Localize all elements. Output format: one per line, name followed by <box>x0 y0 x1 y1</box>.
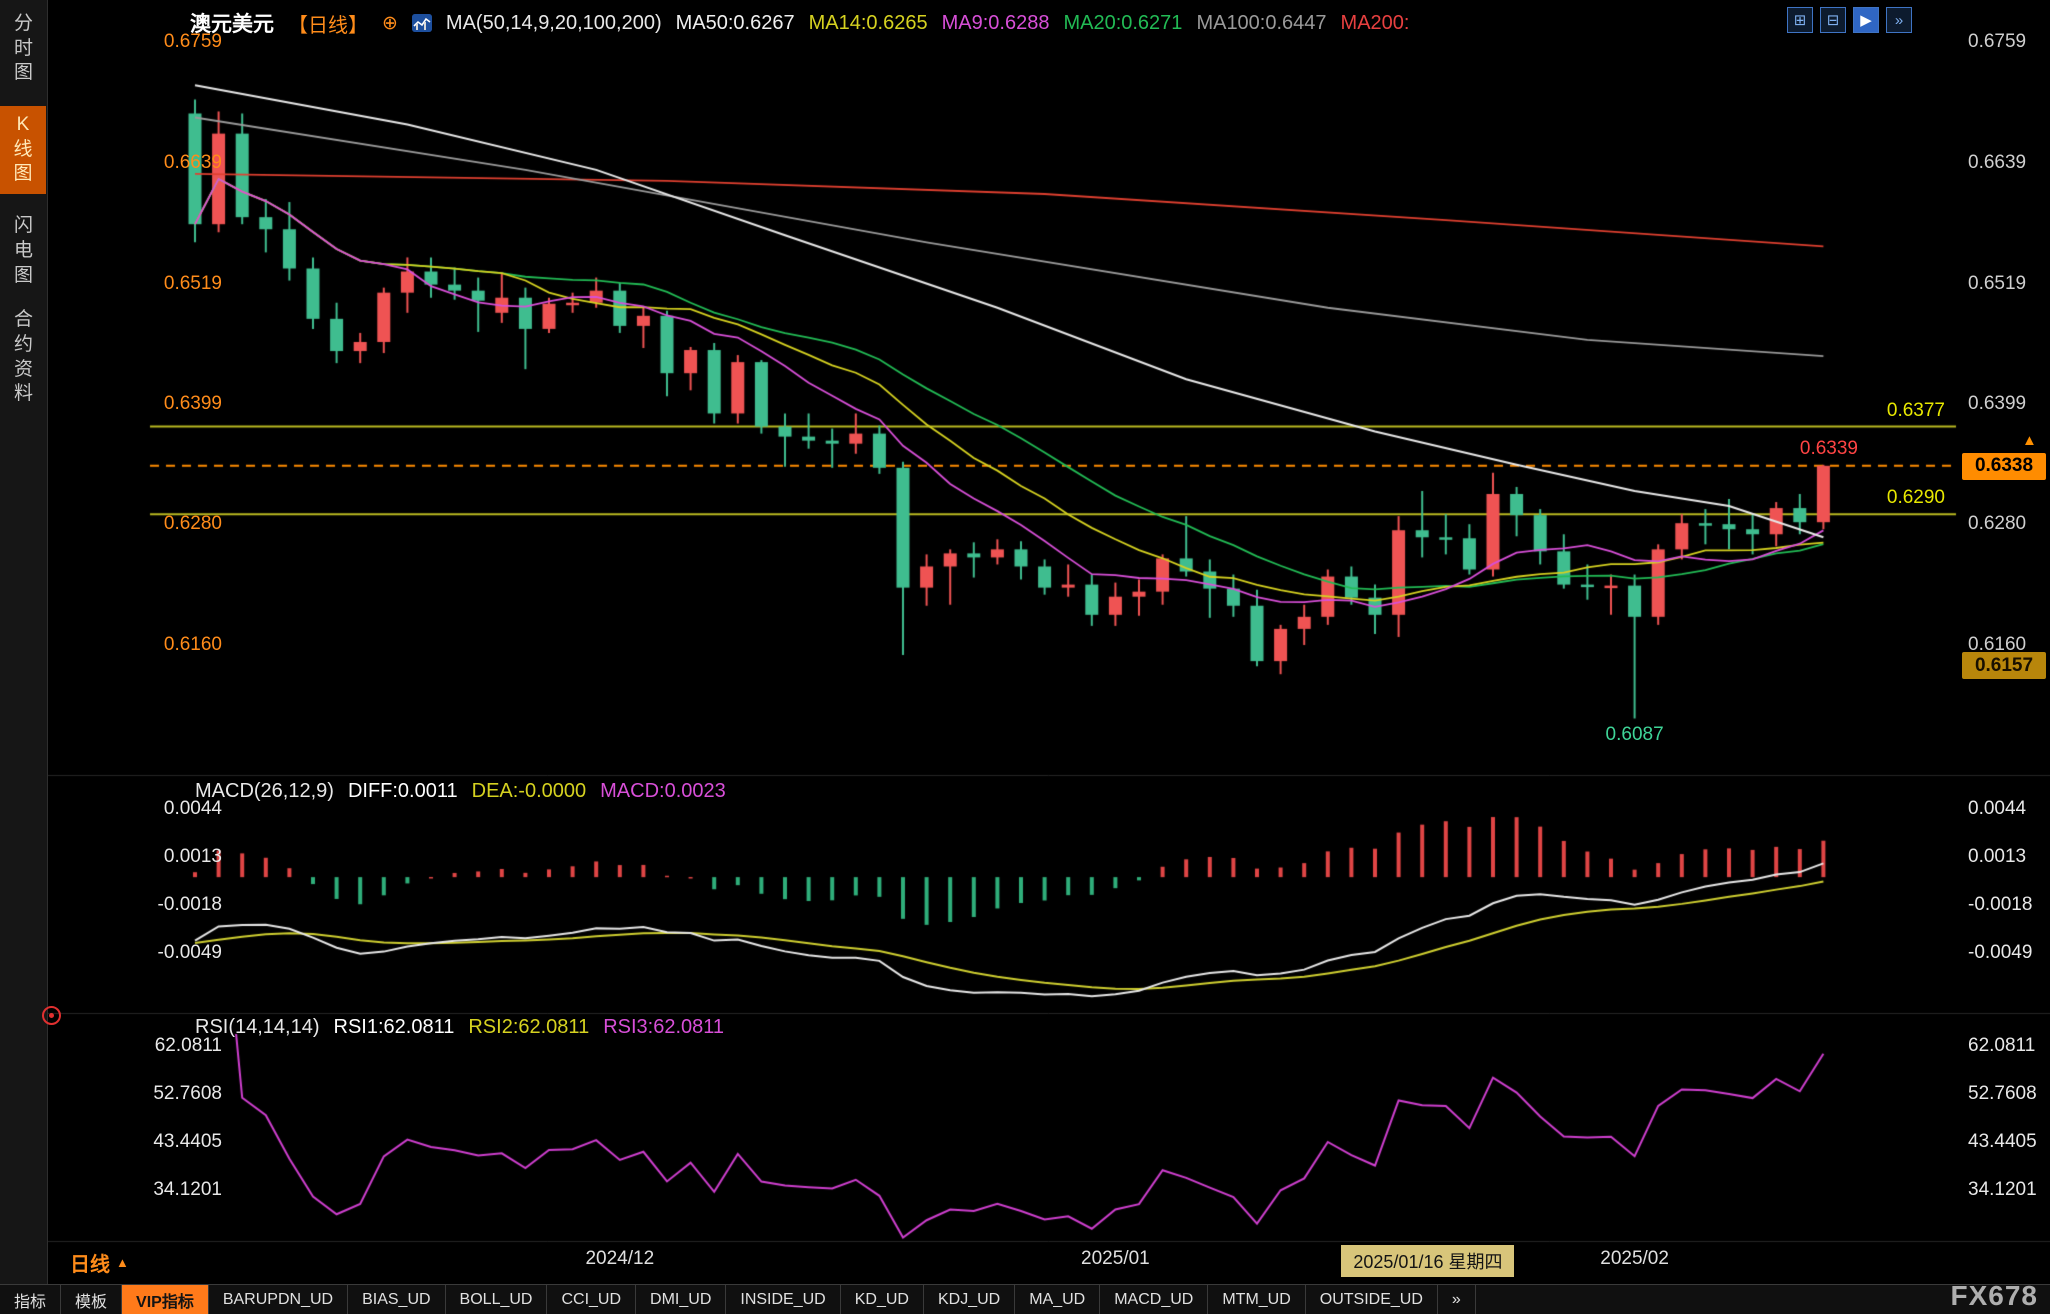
sidebar-tab-timeshare[interactable]: 分时图 <box>13 13 33 84</box>
macd-values-group: DIFF:0.0011 DEA:-0.0000 MACD:0.0023 <box>348 780 726 803</box>
time-tick-2: 2025/02 <box>1600 1248 1669 1269</box>
time-tick-0: 2024/12 <box>585 1248 655 1269</box>
rsi-title: RSI(14,14,14) <box>195 1016 320 1038</box>
period-selector-label: 日线 <box>70 1254 110 1276</box>
ma-value-4: MA100:0.6447 <box>1196 11 1327 34</box>
footer-tab-6[interactable]: CCI_UD <box>547 1285 637 1314</box>
footer-tab-vip-indicators[interactable]: VIP指标 <box>122 1285 209 1314</box>
ma-value-0: MA50:0.6267 <box>675 11 795 34</box>
macd-value-0: DIFF:0.0011 <box>347 780 458 802</box>
quad-layout-icon[interactable]: ⊞ <box>1787 7 1813 33</box>
footer-tab-11[interactable]: MA_UD <box>1015 1285 1101 1314</box>
macd-panel-header: MACD(26,12,9) DIFF:0.0011 DEA:-0.0000 MACD… <box>195 780 726 803</box>
period-up-icon: ▲ <box>116 1255 129 1270</box>
rsi-value-2: RSI3:62.0811 <box>603 1016 725 1038</box>
footer-tab-7[interactable]: DMI_UD <box>636 1285 727 1314</box>
macd-title: MACD(26,12,9) <box>195 780 334 802</box>
rsi-values-group: RSI1:62.0811 RSI2:62.0811 RSI3:62.0811 <box>334 1016 725 1039</box>
period-selector[interactable]: 日线 ▲ <box>70 1248 129 1277</box>
sidebar-tab-kline[interactable]: K线图 <box>0 106 46 195</box>
sidebar-tab-lightning[interactable]: 闪电图 <box>13 215 33 286</box>
footer-tab-5[interactable]: BOLL_UD <box>446 1285 548 1314</box>
play-icon[interactable]: ▶ <box>1853 7 1879 33</box>
more-indicators-button[interactable]: » <box>1438 1285 1476 1314</box>
mini-chart-icon[interactable] <box>411 14 432 32</box>
ma-settings-label: MA(50,14,9,20,100,200) <box>445 11 662 34</box>
split-layout-icon[interactable]: ⊟ <box>1820 7 1846 33</box>
footer-tab-templates[interactable]: 模板 <box>61 1285 123 1314</box>
symbol-name: 澳元美元 <box>190 13 274 36</box>
footer-tab-3[interactable]: BARUPDN_UD <box>209 1285 349 1314</box>
add-compare-icon[interactable]: ⊕ <box>382 12 398 34</box>
time-axis: 2025/01/16 星期四 2024/12 2025/01 2025/02 <box>0 1242 2050 1284</box>
footer-tab-9[interactable]: KD_UD <box>841 1285 924 1314</box>
ma-value-1: MA14:0.6265 <box>808 11 928 34</box>
footer-tab-4[interactable]: BIAS_UD <box>348 1285 446 1314</box>
footer-tab-12[interactable]: MACD_UD <box>1100 1285 1209 1314</box>
ma-values-group: MA50:0.6267 MA14:0.6265 MA9:0.6288 MA20:0.6… <box>676 12 1410 35</box>
period-tag: 【日线】 <box>288 14 368 37</box>
sidebar: 分时图 K线图闪电图合约资料 <box>0 0 48 1285</box>
footer-tab-14[interactable]: OUTSIDE_UD <box>1306 1285 1438 1314</box>
ma-value-5: MA200: <box>1340 11 1410 34</box>
macd-value-2: MACD:0.0023 <box>600 780 726 802</box>
ma-value-2: MA9:0.6288 <box>941 11 1050 34</box>
footer-tab-indicators[interactable]: 指标 <box>0 1285 62 1314</box>
ma-value-3: MA20:0.6271 <box>1063 11 1183 34</box>
layout-icons-group: ⊞ ⊟ ▶ » <box>1787 7 1912 33</box>
target-tool-icon[interactable] <box>42 1006 61 1025</box>
sidebar-tab-contract-info[interactable]: 合约资料 <box>13 309 33 405</box>
next-chart-icon[interactable]: » <box>1886 7 1912 33</box>
footer-tab-13[interactable]: MTM_UD <box>1208 1285 1306 1314</box>
rsi-panel-header: RSI(14,14,14) RSI1:62.0811 RSI2:62.0811 RS… <box>195 1016 724 1039</box>
time-tick-1: 2025/01 <box>1081 1248 1150 1269</box>
footer-tab-10[interactable]: KDJ_UD <box>924 1285 1016 1314</box>
selected-date-badge: 2025/01/16 星期四 <box>1341 1245 1515 1277</box>
rsi-value-1: RSI2:62.0811 <box>468 1016 590 1038</box>
brand-logo: FX678 <box>1950 1280 2038 1311</box>
footer-tab-8[interactable]: INSIDE_UD <box>726 1285 841 1314</box>
rsi-value-0: RSI1:62.0811 <box>333 1016 455 1038</box>
macd-value-1: DEA:-0.0000 <box>471 780 587 802</box>
price-chart-header: 澳元美元 【日线】 ⊕ MA(50,14,9,20,100,200) MA50:… <box>190 8 1409 38</box>
indicator-toolbar: 指标 模板 VIP指标 BARUPDN_UD BIAS_UD BOLL_UD CCI_UD D… <box>0 1284 2050 1314</box>
